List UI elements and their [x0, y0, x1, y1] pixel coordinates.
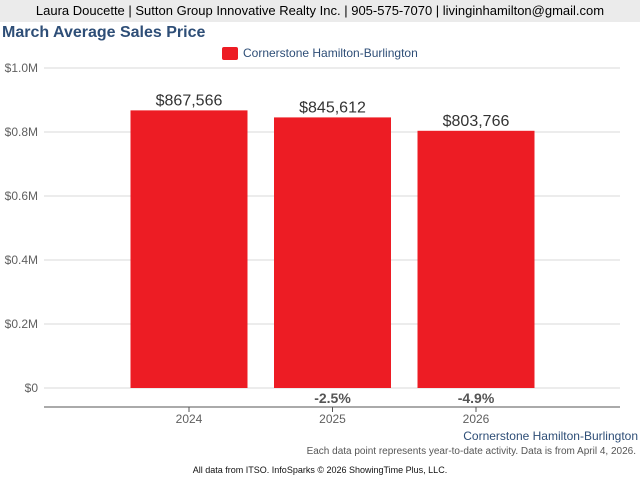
y-tick-label: $0.8M [5, 125, 38, 139]
change-label: -4.9% [458, 390, 495, 406]
data-note: Each data point represents year-to-date … [306, 446, 636, 457]
x-tick-label: 2024 [176, 412, 203, 426]
bar-value-label: $867,566 [156, 92, 223, 109]
y-tick-label: $0.2M [5, 317, 38, 331]
legend-swatch [222, 46, 238, 60]
x-tick-label: 2026 [463, 412, 490, 426]
bar-value-label: $803,766 [443, 113, 510, 130]
change-label: -2.5% [314, 390, 351, 406]
chart-legend[interactable]: Cornerstone Hamilton-Burlington [222, 45, 418, 61]
bar [130, 110, 248, 389]
chart-title: March Average Sales Price [2, 24, 206, 41]
copyright-notice: All data from ITSO. InfoSparks © 2026 Sh… [192, 465, 448, 475]
y-tick-label: $0 [25, 381, 39, 395]
legend-label: Cornerstone Hamilton-Burlington [243, 46, 418, 60]
bar [417, 130, 535, 389]
y-tick-label: $1.0M [5, 61, 38, 75]
contact-header: Laura Doucette | Sutton Group Innovative… [0, 0, 640, 22]
y-tick-label: $0.6M [5, 189, 38, 203]
y-tick-label: $0.4M [5, 253, 38, 267]
x-tick-label: 2025 [319, 412, 346, 426]
bar [274, 117, 391, 388]
bar-value-label: $845,612 [299, 99, 366, 116]
source-link[interactable]: Cornerstone Hamilton-Burlington [463, 429, 638, 443]
